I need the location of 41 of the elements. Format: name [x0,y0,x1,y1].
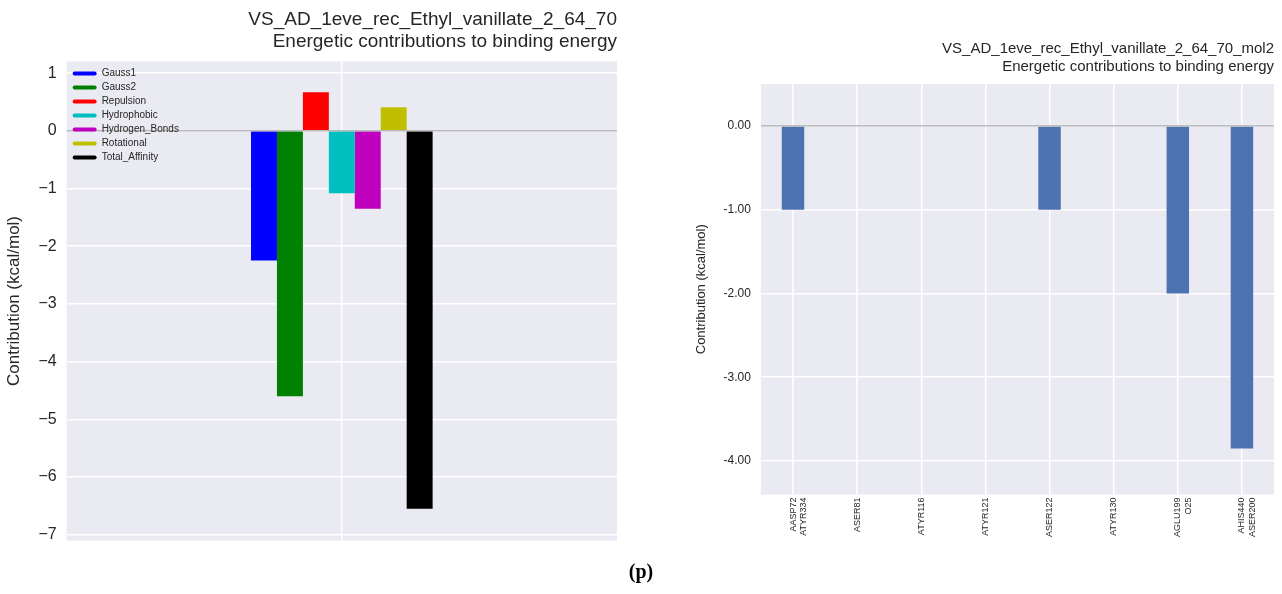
chart-title: VS_AD_1eve_rec_Ethyl_vanillate_2_64_70 Energetic contributions to binding energy [248,7,618,52]
y-tick-label: -4.00 [723,453,752,468]
bar [328,131,355,194]
chart-title: VS_AD_1eve_rec_Ethyl_vanillate_2_64_70_mol2 Energetic contributions to binding energy [942,39,1275,75]
x-tick-label: AGLU199 O25 [1172,497,1194,538]
legend-label: Repulsion [101,95,147,107]
legend-label: Gauss2 [101,81,137,93]
y-axis-title: Contribution (kcal/mol) [693,224,709,355]
bar [302,92,329,131]
text: (p) [627,560,655,583]
legend-label: Hydrophobic [101,109,158,121]
y-tick-label: −7 [38,525,57,543]
x-tick-label: AHIS440 ASER200 [1236,497,1258,538]
y-tick-label: −3 [38,294,57,312]
y-tick-label: -2.00 [723,285,752,300]
x-tick-label: AASP72 ATYR334 [787,497,809,536]
y-tick-label: -1.00 [723,201,752,216]
y-tick-label: −5 [38,409,57,427]
x-tick-label: ATYR116 [915,497,926,536]
x-tick-label: ATYR130 [1108,497,1119,536]
y-tick-label: −4 [38,351,57,369]
bar [354,131,381,209]
legend-label: Rotational [101,137,147,149]
bar [380,107,407,131]
y-tick-label: -3.00 [723,369,752,384]
x-tick-label: ATYR121 [979,497,990,536]
y-tick-label: 0.00 [727,118,752,133]
bar [251,131,277,261]
bar [276,131,303,397]
y-tick-label: −1 [38,178,57,196]
y-tick-label: 0 [47,121,57,139]
legend-label: Gauss1 [101,67,137,79]
bar [406,131,433,509]
y-tick-label: −6 [38,467,57,485]
legend-label: Hydrogen_Bonds [101,123,179,135]
y-tick-label: −2 [38,236,57,254]
y-axis-title: Contribution (kcal/mol) [3,215,23,387]
y-tick-label: 1 [47,63,57,81]
x-tick-label: ASER81 [851,497,862,533]
x-tick-label: ASER122 [1044,497,1055,538]
legend-label: Total_Affinity [101,151,159,163]
